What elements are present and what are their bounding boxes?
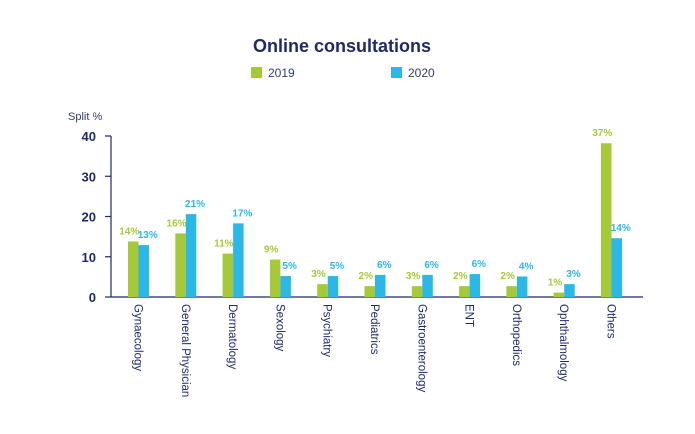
- legend-swatch-2020: [391, 67, 402, 78]
- x-tick-label: General Physician: [179, 304, 191, 397]
- x-tick-label: Ophthalmology: [557, 304, 569, 382]
- x-tick-label: Pediatrics: [368, 304, 380, 355]
- bar-2019-pediatrics: [364, 286, 375, 297]
- legend-label-2019: 2019: [268, 66, 295, 80]
- bar-2019-ent: [459, 286, 470, 297]
- bar-2019-sexology: [269, 259, 281, 297]
- bar-2019-gynaecology: [128, 241, 139, 297]
- data-label-2020: 6%: [424, 260, 439, 271]
- data-label-2020: 5%: [330, 261, 345, 272]
- x-tick-label: Gastroenterology: [415, 304, 427, 392]
- data-label-2019: 2%: [453, 271, 468, 282]
- bar-2019-gastroenterology: [411, 286, 423, 297]
- data-label-2019: 16%: [167, 218, 187, 229]
- data-label-2019: 37%: [592, 128, 612, 139]
- bar-2019-others: [601, 143, 612, 297]
- y-tick-label: 10: [82, 250, 96, 265]
- data-label-2020: 14%: [611, 223, 631, 234]
- bar-2019-general-physician: [175, 233, 186, 297]
- bar-2020-psychiatry: [327, 276, 339, 297]
- x-tick-label: ENT: [463, 304, 475, 327]
- data-label-2020: 6%: [472, 259, 487, 270]
- bar-2020-orthopedics: [516, 276, 528, 297]
- bar-2020-others: [611, 238, 622, 297]
- plot-area: 01020304014%13%Gynaecology16%21%General …: [82, 128, 643, 397]
- y-axis-label: Split %: [68, 111, 102, 123]
- bar-2020-gastroenterology: [422, 274, 433, 297]
- data-label-2020: 5%: [282, 261, 297, 272]
- x-tick-label: Dermatology: [226, 304, 238, 369]
- legend-swatch-2019: [251, 67, 262, 78]
- y-tick-label: 20: [82, 210, 96, 225]
- data-label-2020: 3%: [566, 269, 581, 280]
- x-tick-label: Gynaecology: [132, 304, 144, 371]
- data-label-2020: 13%: [138, 230, 158, 241]
- chart-title: Online consultations: [253, 36, 431, 56]
- bar-2020-sexology: [280, 276, 291, 297]
- bar-2020-general-physician: [185, 214, 197, 297]
- data-label-2020: 4%: [519, 261, 534, 272]
- y-tick-label: 40: [82, 129, 96, 144]
- data-label-2020: 17%: [232, 208, 252, 219]
- data-label-2020: 6%: [377, 260, 392, 271]
- data-label-2019: 2%: [500, 271, 515, 282]
- legend-label-2020: 2020: [408, 66, 435, 80]
- y-tick-label: 30: [82, 169, 96, 184]
- bar-2019-ophthalmology: [553, 292, 565, 297]
- legend: 2019 2020: [251, 66, 435, 80]
- data-label-2019: 11%: [214, 239, 234, 250]
- bar-2020-dermatology: [233, 223, 244, 297]
- bar-2020-ophthalmology: [564, 284, 575, 297]
- data-label-2019: 3%: [311, 269, 326, 280]
- data-label-2019: 2%: [359, 271, 374, 282]
- bar-2020-gynaecology: [138, 245, 149, 297]
- data-label-2019: 9%: [264, 245, 279, 256]
- data-label-2019: 3%: [406, 271, 421, 282]
- x-tick-label: Psychiatry: [321, 304, 333, 357]
- bar-2019-psychiatry: [317, 284, 328, 297]
- x-tick-label: Sexology: [273, 304, 285, 352]
- bar-2020-pediatrics: [375, 274, 386, 297]
- y-tick-label: 0: [89, 290, 96, 305]
- data-label-2019: 1%: [548, 278, 563, 289]
- data-label-2020: 21%: [185, 199, 205, 210]
- data-label-2019: 14%: [119, 226, 139, 237]
- bar-2019-orthopedics: [506, 286, 517, 297]
- bar-2019-dermatology: [222, 253, 234, 297]
- x-tick-label: Orthopedics: [510, 304, 522, 366]
- x-tick-label: Others: [605, 304, 617, 339]
- bar-2020-ent: [469, 274, 481, 297]
